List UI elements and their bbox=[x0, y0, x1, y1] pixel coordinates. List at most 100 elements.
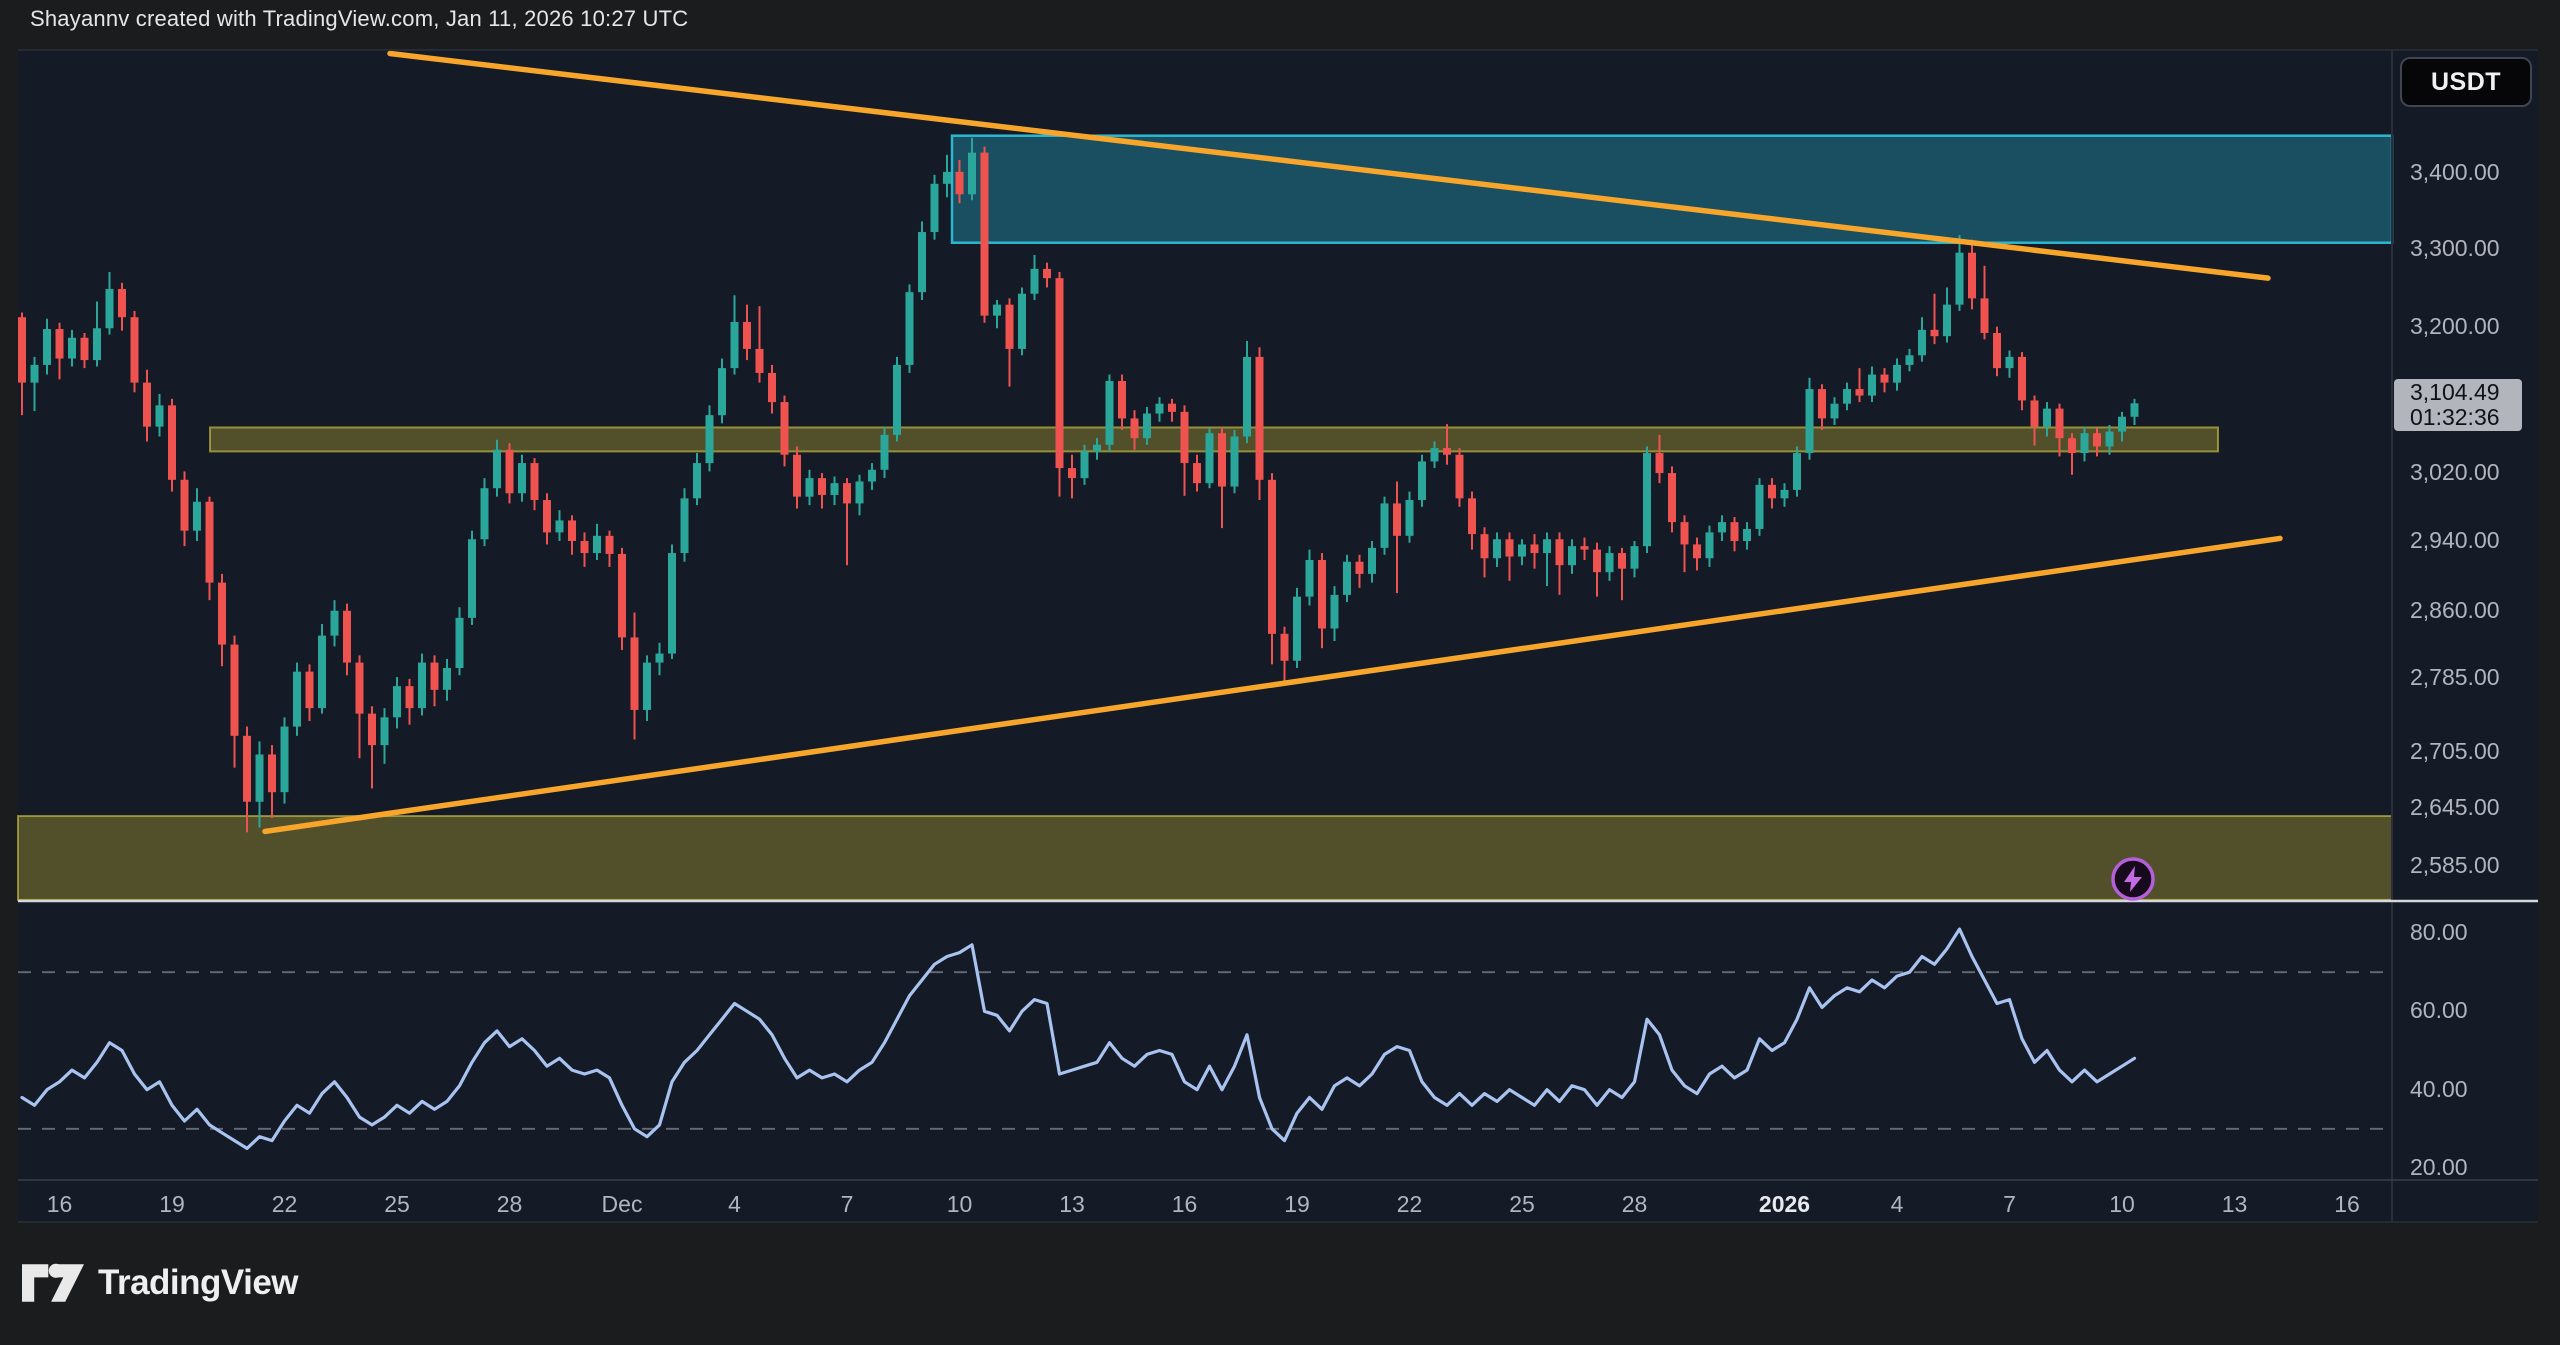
candle-body bbox=[1180, 411, 1189, 464]
candle-body bbox=[80, 337, 89, 361]
candle-body bbox=[2030, 400, 2039, 427]
candle-body bbox=[905, 292, 914, 365]
candle-body bbox=[705, 415, 714, 464]
chart-widget-background bbox=[18, 50, 2538, 1222]
candle-body bbox=[668, 553, 676, 654]
price-axis-label: 3,400.00 bbox=[2410, 159, 2500, 186]
current-price-value: 3,104.49 bbox=[2410, 379, 2500, 405]
candle-body bbox=[268, 754, 276, 793]
resistance-box[interactable] bbox=[950, 134, 2394, 244]
candle-body bbox=[830, 483, 839, 495]
candle-body bbox=[2018, 356, 2026, 401]
candle-body bbox=[718, 368, 726, 416]
candle-body bbox=[843, 483, 851, 504]
candle-body bbox=[955, 171, 964, 195]
rsi-line[interactable] bbox=[20, 927, 2137, 1151]
candle-body bbox=[655, 653, 664, 663]
candle-body bbox=[243, 735, 251, 802]
time-axis-label: 16 bbox=[2334, 1191, 2360, 1217]
candle-body bbox=[1605, 553, 1614, 573]
candle-body bbox=[1705, 532, 1714, 559]
candle-body bbox=[1155, 403, 1164, 414]
candle-body bbox=[805, 478, 814, 497]
candle-body bbox=[1680, 522, 1689, 545]
candle-body bbox=[2055, 408, 2064, 439]
candle-body bbox=[1568, 546, 1576, 566]
candle-body bbox=[2130, 403, 2139, 417]
candle-body bbox=[1218, 433, 1226, 487]
candle-body bbox=[330, 610, 339, 636]
current-price-badge: 3,104.49 01:32:36 bbox=[2394, 379, 2522, 431]
candle-body bbox=[480, 488, 489, 540]
candle-body bbox=[1305, 559, 1314, 597]
candle-body bbox=[1318, 559, 1326, 629]
candle-body bbox=[1443, 448, 1451, 455]
candle-body bbox=[280, 726, 289, 793]
lightning-bolt-glyph bbox=[2124, 866, 2142, 892]
candle-body bbox=[1593, 549, 1601, 573]
ascending-trendline[interactable] bbox=[262, 535, 2283, 835]
candle-body bbox=[155, 405, 164, 427]
candle-body bbox=[193, 501, 201, 531]
candle-body bbox=[1730, 522, 1739, 541]
candle-body bbox=[118, 289, 126, 318]
candle-body bbox=[1793, 453, 1801, 490]
candle-body bbox=[1743, 528, 1751, 541]
tradingview-logo-icon bbox=[22, 1263, 84, 1302]
candle-body bbox=[1530, 544, 1539, 554]
currency-button[interactable]: USDT bbox=[2400, 57, 2532, 107]
candle-body bbox=[555, 520, 564, 533]
candle-body bbox=[943, 171, 951, 184]
candle-body bbox=[443, 667, 451, 690]
time-axis-label: 2026 bbox=[1758, 1191, 1811, 1217]
candle-body bbox=[580, 540, 589, 554]
candle-body bbox=[1405, 500, 1414, 536]
support-band[interactable] bbox=[17, 815, 2393, 901]
candle-body bbox=[1043, 268, 1051, 279]
mid-supply-band[interactable] bbox=[209, 426, 2219, 453]
candle-body bbox=[868, 469, 876, 482]
time-axis-label: 22 bbox=[271, 1191, 298, 1217]
candle-body bbox=[2043, 408, 2051, 427]
candle-body bbox=[680, 498, 689, 554]
time-axis-label: 19 bbox=[159, 1191, 185, 1217]
candle-body bbox=[318, 635, 326, 709]
candle-body bbox=[230, 644, 239, 736]
candle-body bbox=[855, 481, 864, 504]
candle-body bbox=[1905, 355, 1914, 365]
candle-body bbox=[1805, 389, 1814, 454]
candle-body bbox=[1643, 453, 1651, 547]
time-axis-label: 19 bbox=[1284, 1191, 1310, 1217]
candle-body bbox=[55, 329, 64, 359]
time-axis-label: 4 bbox=[728, 1191, 741, 1217]
candle-body bbox=[205, 501, 214, 583]
candle-body bbox=[568, 520, 576, 541]
candle-body bbox=[218, 582, 226, 645]
candle-body bbox=[1130, 418, 1139, 439]
descending-trendline[interactable] bbox=[387, 50, 2271, 281]
flash-icon[interactable] bbox=[2110, 856, 2156, 902]
time-axis-label: 28 bbox=[1621, 1191, 1648, 1217]
candle-body bbox=[180, 479, 189, 531]
candle-body bbox=[255, 754, 264, 802]
price-axis-label: 3,200.00 bbox=[2410, 312, 2500, 339]
candle-body bbox=[430, 662, 439, 690]
candle-body bbox=[1668, 473, 1676, 523]
candle-body bbox=[593, 535, 601, 554]
time-axis-label: 10 bbox=[946, 1191, 973, 1217]
footer-brand[interactable]: TradingView bbox=[22, 1262, 299, 1304]
rsi-axis-label: 20.00 bbox=[2410, 1154, 2468, 1180]
candle-body bbox=[1280, 633, 1289, 661]
candle-body bbox=[630, 637, 639, 710]
candle-body bbox=[18, 317, 26, 383]
candle-body bbox=[1018, 293, 1026, 349]
candle-body bbox=[1555, 539, 1564, 566]
candle-body bbox=[305, 671, 314, 709]
candle-body bbox=[393, 686, 401, 718]
candle-body bbox=[1080, 451, 1089, 479]
price-axis-label: 2,785.00 bbox=[2410, 663, 2500, 690]
candle-body bbox=[968, 152, 976, 195]
time-axis-label: 7 bbox=[840, 1191, 854, 1217]
price-axis-label: 2,860.00 bbox=[2410, 596, 2500, 623]
